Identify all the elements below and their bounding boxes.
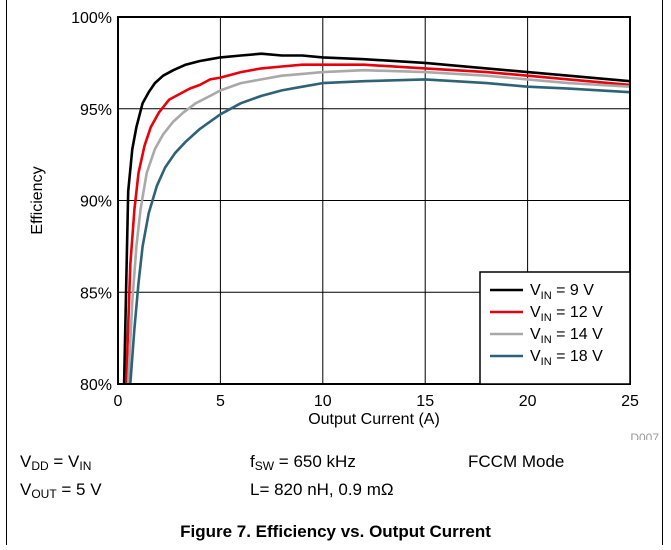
- vdd-condition: VDD = VIN: [20, 452, 92, 473]
- x-tick-label: 15: [416, 393, 434, 410]
- series-line-1: [124, 63, 630, 384]
- mode-condition: FCCM Mode: [468, 452, 565, 471]
- x-tick-label: 20: [519, 393, 537, 410]
- figure-frame: [6, 0, 663, 545]
- figure-code-label: D007: [630, 431, 659, 440]
- series-line-0: [122, 52, 630, 384]
- legend-label-0: VIN = 9 V: [530, 282, 594, 302]
- series-line-2: [126, 68, 630, 384]
- x-axis-label: Output Current (A): [308, 411, 440, 428]
- vout-condition: VOUT = 5 V: [20, 480, 102, 501]
- y-tick-label: 80%: [80, 377, 112, 394]
- x-tick-label: 25: [621, 393, 639, 410]
- series-line-3: [129, 78, 630, 384]
- legend-label-3: VIN = 18 V: [530, 348, 603, 368]
- y-tick-label: 100%: [71, 10, 112, 27]
- legend-label-2: VIN = 14 V: [530, 326, 603, 346]
- y-tick-label: 95%: [80, 102, 112, 119]
- y-tick-label: 85%: [80, 285, 112, 302]
- y-tick-label: 90%: [80, 194, 112, 211]
- plot-border: [117, 16, 631, 385]
- x-tick-label: 10: [314, 393, 332, 410]
- efficiency-chart: 0 5 10 15 20 25 80% 85% 90% 95% 100% Efficiency Ou…: [29, 10, 659, 440]
- fsw-condition: fSW = 650 kHz: [250, 452, 356, 473]
- x-tick-label: 0: [114, 393, 123, 410]
- y-axis-label: Efficiency: [29, 166, 46, 234]
- figure-caption: Figure 7. Efficiency vs. Output Current: [180, 522, 491, 541]
- inductor-condition: L= 820 nH, 0.9 mΩ: [250, 480, 394, 499]
- x-tick-label: 5: [216, 393, 225, 410]
- legend-label-1: VIN = 12 V: [530, 304, 603, 324]
- tick-labels: 0 5 10 15 20 25 80% 85% 90% 95% 100%: [71, 10, 639, 410]
- series-layer: [122, 52, 630, 384]
